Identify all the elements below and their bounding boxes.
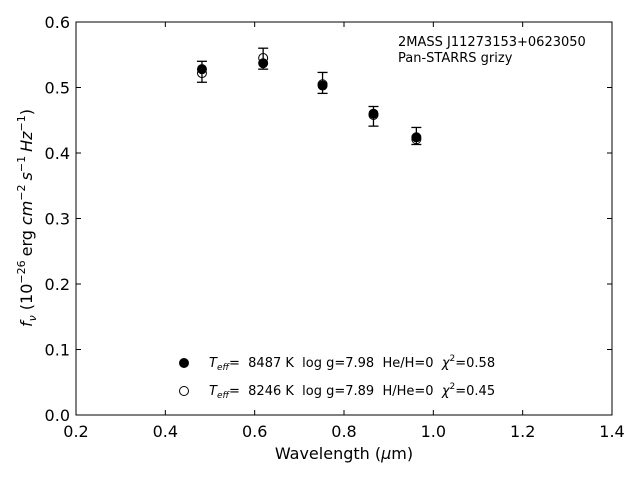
y-tick-label-0: 0.0 [45,406,70,425]
filled-point-0 [196,64,207,75]
annotation-line-2: Pan-STARRS grizy [398,51,513,66]
legend-2-sup: 2 [450,382,456,392]
y-label-cm: cm [17,201,36,225]
annotation-line-1: 2MASS J11273153+0623050 [398,35,586,50]
y-label-nu: ν [26,315,39,321]
legend-marker-filled [179,358,189,368]
y-tick-label-4: 0.4 [45,144,70,163]
observed-error-bars [196,47,422,146]
y-tick-label-1: 0.1 [45,341,70,360]
y-tick-label-6: 0.6 [45,13,70,32]
legend-2-chi-value: =0.45 [455,384,495,399]
open-point-4 [411,134,422,145]
open-point-0 [196,68,207,79]
series-filled-circles [196,58,422,143]
x-tick-label-2: 0.6 [242,422,267,441]
legend-entry-1: Teff= 8487 K log g=7.98 He/H=0 χ2=0.58 [209,354,495,373]
y-label-open: (10 [17,284,36,311]
y-label-exp4: −1 [15,115,28,131]
x-axis-ticks: 0.2 0.4 0.6 0.8 1.0 1.2 1.4 [63,22,625,441]
open-point-1 [258,53,269,64]
legend-1-chi-value: =0.58 [455,356,495,371]
y-axis-label: fν(10−26ergcm−2s−1Hz−1) [15,109,39,327]
filled-point-4 [411,132,422,143]
x-tick-label-6: 1.4 [599,422,624,441]
y-axis-ticks: 0.0 0.1 0.2 0.3 0.4 0.5 0.6 [45,13,612,425]
y-tick-label-2: 0.2 [45,275,70,294]
legend-2-eff: eff [217,391,231,401]
legend-1-eff: eff [217,363,231,373]
y-label-exp2: −2 [15,184,28,200]
x-label-mu: μ [380,444,391,463]
y-label-f: f [17,319,36,327]
x-tick-label-1: 0.4 [153,422,178,441]
x-tick-label-0: 0.2 [63,422,88,441]
legend-2-t: T [209,384,218,399]
legend-2-chi: χ [441,384,451,399]
legend-1-chi: χ [441,356,451,371]
y-tick-label-3: 0.3 [45,210,70,229]
x-tick-label-4: 1.0 [421,422,446,441]
x-tick-label-5: 1.2 [510,422,535,441]
y-label-exp3: −1 [15,156,28,172]
y-label-exp1: −26 [15,260,28,283]
legend-2-value: = 8246 K log g=7.89 H/He=0 [229,384,442,399]
y-tick-label-5: 0.5 [45,79,70,98]
x-label-main: Wavelength ( [275,444,381,463]
y-label-close: ) [17,109,36,115]
x-axis-label: Wavelength (μm) [275,444,413,463]
legend-1-value: = 8487 K log g=7.98 He/H=0 [229,356,442,371]
x-label-unit: m) [391,444,413,463]
filled-point-1 [258,58,269,69]
legend: Teff= 8487 K log g=7.98 He/H=0 χ2=0.58 T… [179,354,495,401]
y-label-erg: erg [17,230,36,256]
y-label-s: s [17,172,36,180]
series-open-circles [196,53,422,145]
legend-entry-2: Teff= 8246 K log g=7.89 H/He=0 χ2=0.45 [209,382,495,401]
legend-marker-open [179,386,189,396]
legend-1-t: T [209,356,218,371]
legend-1-sup: 2 [450,354,456,364]
open-point-2 [317,79,328,90]
x-tick-label-3: 0.8 [331,422,356,441]
open-point-3 [368,110,379,121]
y-label-hz: Hz [17,131,36,152]
